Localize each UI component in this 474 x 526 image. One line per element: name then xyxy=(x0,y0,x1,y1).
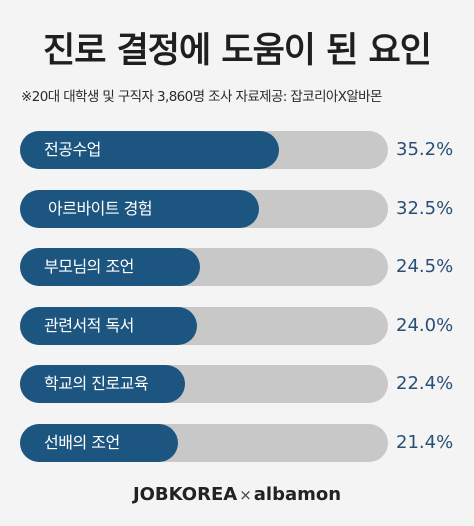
category-label: 학교의 진로교육 xyxy=(44,374,149,393)
category-label: 관련서적 독서 xyxy=(44,316,134,335)
value-label: 22.4% xyxy=(396,373,454,394)
value-label: 24.0% xyxy=(396,315,454,336)
bar-5 xyxy=(20,365,185,403)
albamon-logo: albamon xyxy=(253,484,342,505)
value-label: 35.2% xyxy=(396,139,454,160)
jobkorea-logo: JOBKOREA xyxy=(132,484,238,505)
brand-footer: JOBKOREA × albamon xyxy=(0,474,474,516)
value-label: 24.5% xyxy=(396,256,454,277)
cross-separator: × xyxy=(239,486,252,504)
category-label: 아르바이트 경험 xyxy=(48,199,153,218)
value-label: 21.4% xyxy=(396,432,454,453)
bar-1 xyxy=(20,131,279,169)
bar-4 xyxy=(20,307,197,345)
page-title: 진로 결정에 도움이 된 요인 xyxy=(43,31,432,71)
category-label: 선배의 조언 xyxy=(44,433,120,452)
category-label: 부모님의 조언 xyxy=(44,257,134,276)
category-label: 전공수업 xyxy=(44,140,101,159)
bar-2 xyxy=(20,190,259,228)
bar-6 xyxy=(20,424,178,462)
source-note: ※20대 대학생 및 구직자 3,860명 조사 자료제공: 잡코리아X알바몬 xyxy=(21,89,382,105)
bar-3 xyxy=(20,248,200,286)
value-label: 32.5% xyxy=(396,198,454,219)
